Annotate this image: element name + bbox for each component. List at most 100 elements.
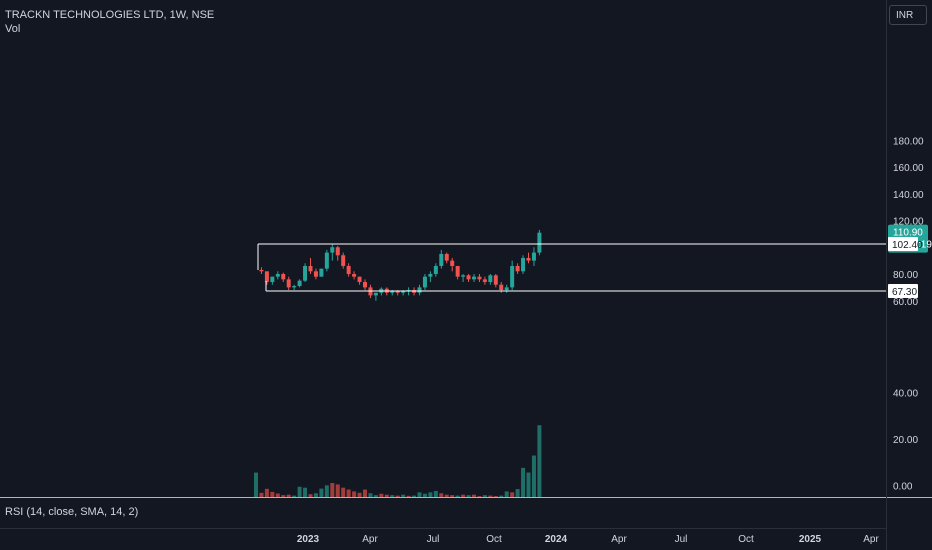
time-tick-label: 2023 [297,534,320,545]
candle-body [450,260,455,266]
volume-bar [373,495,378,497]
volume-bar [433,490,438,497]
time-tick-label: Oct [486,534,502,545]
time-tick-label: 2025 [799,534,822,545]
volume-bar [531,455,536,497]
candle-body [313,271,318,277]
candle-body [488,275,493,283]
last-price-label: 110.90 [893,228,923,239]
volume-bar [259,492,264,497]
candle-body [433,265,438,274]
volume-bar [477,496,482,497]
candle-body [422,276,427,288]
currency-selector[interactable]: INR [889,5,927,25]
candle-body [303,265,308,281]
candle-body [526,257,531,261]
volume-bar [390,495,395,497]
time-tick-label: Jul [675,534,688,545]
volume-bar [466,495,471,497]
volume-tick-label: 20.00 [893,435,918,446]
volume-tick-label: 0.00 [893,482,913,493]
price-tick-label: 180.00 [893,136,924,147]
candle-body [537,232,542,253]
price-tick-label: 80.00 [893,270,918,281]
candle-body [395,291,400,293]
candle-body [472,276,476,280]
time-tick-label: Oct [738,534,754,545]
volume-bar [308,494,313,497]
volume-bar [450,495,455,497]
volume-label: Vol [5,23,21,35]
candle-body [477,276,482,280]
volume-bar [521,467,526,497]
candle-body [444,253,449,261]
candle-body [335,247,340,256]
volume-bar [324,485,329,497]
volume-bar [493,496,498,497]
volume-bar [297,486,302,497]
candle-body [270,276,275,283]
volume-bar [526,472,531,497]
volume-bar [504,491,509,497]
volume-bar [417,492,422,497]
candle-body [439,253,444,266]
candle-body [515,265,520,272]
volume-bar [461,494,466,497]
volume-bar [499,495,504,497]
volume-bar [330,483,335,497]
volume-bar [412,495,417,497]
symbol-title: TRACKN TECHNOLOGIES LTD, 1W, NSE [5,9,215,21]
volume-bar [346,489,351,497]
volume-bar [335,484,340,497]
candle-body [531,252,536,261]
price-tick-label: 120.00 [893,217,924,228]
candle-body [259,269,264,272]
candle-body [428,274,433,277]
candle-body [286,279,291,288]
price-tick-label: 60.00 [893,297,918,308]
volume-bar [281,495,286,497]
candle-body [466,275,471,280]
candle-body [292,286,297,288]
volume-bar [363,489,367,497]
volume-bar [428,492,433,497]
volume-bar [537,425,542,497]
volume-bar [384,494,389,497]
volume-bar [395,495,400,497]
candle-body [493,275,498,285]
volume-bar [482,495,487,497]
volume-bar [275,493,280,497]
candle-body [330,247,335,253]
volume-bar [357,492,362,497]
support-badge-label: 67.30 [892,287,917,298]
resistance-badge-label: 102.40 [892,240,923,251]
time-tick-label: 2024 [545,534,568,545]
volume-bar [270,491,275,497]
candle-body [499,284,504,291]
price-tick-label: 160.00 [893,163,924,174]
volume-bar [515,489,520,497]
candle-body [346,265,351,274]
candle-body [357,276,362,283]
candle-body [521,257,526,272]
volume-bar [368,493,373,497]
resistance-badge [888,237,918,252]
rsi-label: RSI (14, close, SMA, 14, 2) [5,506,139,518]
support-badge [888,283,918,298]
volume-bar [401,494,406,497]
candle-body [390,291,395,293]
candle-body [297,280,302,287]
volume-bar [264,488,269,497]
volume-bar [488,495,493,497]
time-tick-label: Jul [427,534,440,545]
candle-body [461,275,466,277]
volume-bar [422,493,427,497]
time-tick-label: Apr [863,534,879,545]
candle-body [341,255,346,266]
volume-tick-label: 40.00 [893,388,918,399]
candle-body [275,274,280,277]
volume-bar [341,487,346,497]
volume-bar [455,495,460,497]
price-tick-label: 140.00 [893,190,924,201]
